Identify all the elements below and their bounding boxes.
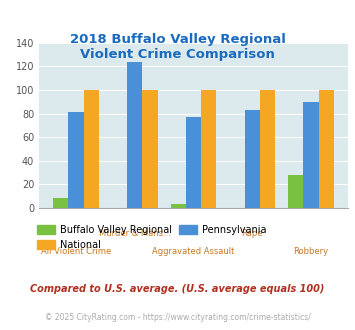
Legend: Buffalo Valley Regional, National, Pennsylvania: Buffalo Valley Regional, National, Penns…: [33, 221, 270, 254]
Bar: [53, 198, 69, 208]
Text: © 2025 CityRating.com - https://www.cityrating.com/crime-statistics/: © 2025 CityRating.com - https://www.city…: [45, 313, 310, 322]
Bar: [84, 90, 99, 208]
Text: Murder & Mans...: Murder & Mans...: [99, 229, 171, 238]
Text: Robbery: Robbery: [293, 248, 328, 256]
Bar: [318, 90, 334, 208]
Bar: [186, 117, 201, 208]
Bar: [245, 110, 260, 208]
Bar: [142, 90, 158, 208]
Text: Aggravated Assault: Aggravated Assault: [152, 248, 235, 256]
Text: All Violent Crime: All Violent Crime: [41, 248, 111, 256]
Bar: [288, 175, 303, 208]
Bar: [127, 62, 142, 208]
Text: Compared to U.S. average. (U.S. average equals 100): Compared to U.S. average. (U.S. average …: [30, 284, 325, 294]
Bar: [170, 204, 186, 208]
Bar: [201, 90, 217, 208]
Text: Rape: Rape: [241, 229, 263, 238]
Bar: [303, 102, 318, 208]
Bar: [260, 90, 275, 208]
Text: 2018 Buffalo Valley Regional
Violent Crime Comparison: 2018 Buffalo Valley Regional Violent Cri…: [70, 33, 285, 61]
Bar: [69, 113, 84, 208]
